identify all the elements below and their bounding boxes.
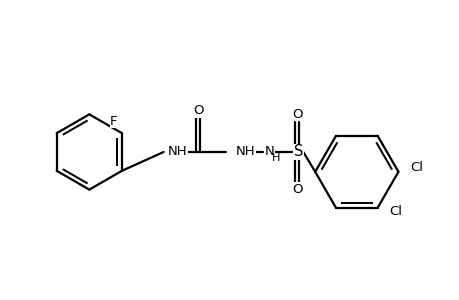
Text: S: S [293, 145, 302, 160]
Text: O: O [291, 183, 302, 196]
Text: NH: NH [235, 146, 255, 158]
Text: Cl: Cl [409, 161, 422, 174]
Text: O: O [193, 104, 203, 117]
Text: NH: NH [167, 146, 187, 158]
Text: Cl: Cl [389, 205, 402, 218]
Text: F: F [110, 115, 118, 128]
Text: O: O [291, 108, 302, 121]
Text: H: H [271, 153, 280, 163]
Text: N: N [264, 146, 274, 158]
